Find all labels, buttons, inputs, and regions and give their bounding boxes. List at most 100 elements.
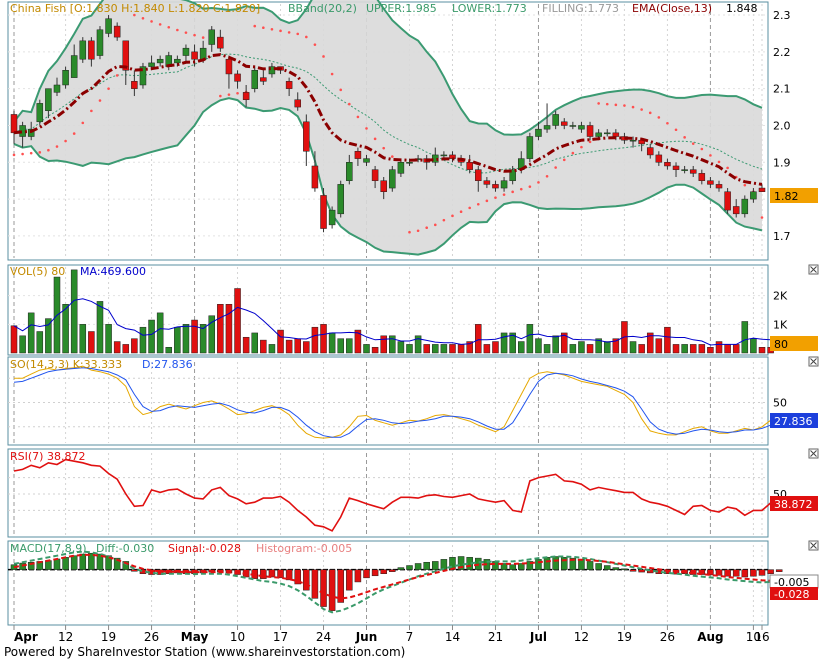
stochastic-last-badge — [770, 413, 818, 428]
stochastic-d-label: D:27.836 — [142, 358, 193, 371]
volume-bar — [389, 335, 396, 354]
candle-body — [53, 84, 61, 93]
price-candles — [10, 15, 766, 233]
sar-dot — [760, 216, 764, 219]
candle-body — [363, 158, 370, 163]
sar-dot — [167, 25, 171, 29]
sar-dot — [373, 137, 377, 141]
close-icon[interactable] — [808, 356, 819, 367]
sar-dot — [502, 193, 506, 196]
volume-bar — [139, 326, 147, 354]
sar-dot — [743, 183, 747, 187]
volume-bar — [182, 324, 190, 354]
price-y-tick: 2.0 — [773, 119, 791, 132]
macd-histogram-bar — [638, 569, 645, 573]
candle-body — [105, 18, 112, 34]
x-tick-label: 10 — [230, 630, 245, 644]
candle-body — [225, 58, 233, 75]
candle-body — [440, 154, 448, 157]
rsi-line — [13, 458, 780, 532]
bband-lower: LOWER:1.773 — [452, 2, 527, 15]
volume-bar — [449, 344, 456, 354]
stochastic-k-line — [14, 365, 780, 439]
sar-dot — [571, 151, 575, 155]
volume-bar — [715, 341, 723, 354]
candle-body — [268, 66, 276, 75]
candle-body — [328, 209, 336, 226]
sar-dot — [597, 102, 600, 105]
candle-body — [260, 77, 267, 82]
candle-body — [629, 139, 637, 142]
macd-histogram-bar — [595, 563, 602, 570]
volume-frame — [7, 264, 769, 356]
volume-bar — [543, 344, 551, 354]
x-tick-label: May — [181, 630, 209, 644]
volume-bar — [380, 335, 387, 354]
macd-histogram-bar — [328, 569, 336, 611]
candle-body — [646, 147, 654, 156]
rsi-frame — [7, 448, 769, 538]
volume-bar — [79, 324, 87, 354]
candle-body — [509, 169, 516, 181]
volume-y-tick: 1K — [773, 318, 788, 331]
sar-dot — [236, 91, 239, 95]
macd-histogram-bar — [535, 559, 542, 570]
macd-histogram-bar — [509, 564, 516, 570]
macd-histogram-bar — [260, 569, 267, 579]
sar-dot — [287, 31, 291, 34]
bband-label: BBand(20,2) — [288, 2, 357, 15]
macd-histogram-bar — [569, 557, 577, 570]
volume-bar — [285, 339, 293, 354]
sar-dot — [21, 152, 24, 156]
footer-credit: Powered by ShareInvestor Station (www.sh… — [4, 645, 405, 659]
macd-histogram-bar — [526, 561, 534, 570]
volume-last-value: 80 — [774, 338, 788, 351]
sar-dot — [623, 104, 626, 107]
volume-bar — [242, 336, 250, 354]
macd-histogram-bar — [337, 569, 344, 603]
volume-ma-path — [13, 298, 771, 346]
sar-dot — [313, 43, 317, 46]
volume-bar — [526, 324, 534, 354]
volume-bar — [174, 326, 181, 354]
sar-dot — [614, 103, 618, 107]
price-panel: 2.32.22.12.01.91.81.7 China Fish [O:1.83… — [7, 0, 818, 261]
close-icon[interactable] — [808, 448, 819, 459]
volume-bar — [191, 319, 198, 354]
volume-bar — [535, 338, 542, 354]
stochastic-y-ticks: 50 — [773, 397, 787, 410]
volume-bar — [131, 338, 138, 354]
close-icon[interactable] — [808, 264, 819, 275]
stochastic-lines — [13, 365, 780, 439]
sar-dot — [322, 55, 325, 58]
macd-signal-label: Signal:-0.028 — [168, 542, 241, 555]
macd-histogram-bar — [586, 561, 594, 570]
volume-bar — [208, 315, 216, 354]
macd-histogram-bar — [423, 561, 430, 570]
x-tick-label: Jun — [355, 630, 378, 644]
volume-bar — [629, 341, 637, 354]
macd-histogram-bar — [758, 569, 766, 576]
macd-signal-badge — [770, 587, 818, 600]
x-tick-label: Apr — [14, 630, 38, 644]
x-tick-label: 12 — [574, 630, 589, 644]
bband-filling: FILLING:1.773 — [542, 2, 619, 15]
candle-body — [526, 136, 534, 159]
sar-dot — [296, 32, 300, 36]
rsi-last-badge — [770, 496, 818, 511]
sar-dot — [47, 148, 50, 152]
macd-histogram-bar — [750, 569, 757, 577]
sar-dot — [700, 147, 704, 151]
volume-bar — [354, 329, 362, 354]
macd-histogram-bar — [715, 569, 723, 576]
x-tick-label: 14 — [445, 630, 460, 644]
close-icon[interactable] — [808, 540, 819, 551]
sar-dot — [29, 151, 33, 155]
macd-histogram-bar — [380, 569, 387, 574]
volume-bar — [586, 344, 594, 354]
macd-histogram-bar — [732, 569, 740, 577]
sar-dot — [683, 136, 686, 139]
sar-dot — [81, 121, 85, 125]
x-tick-label: 17 — [273, 630, 288, 644]
sar-dot — [193, 33, 196, 37]
